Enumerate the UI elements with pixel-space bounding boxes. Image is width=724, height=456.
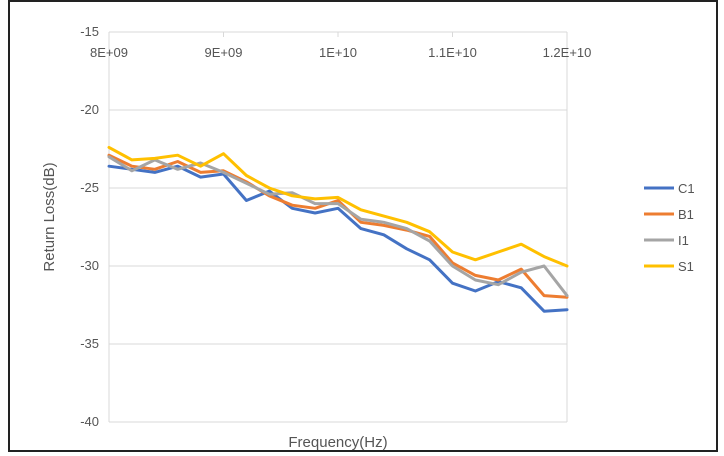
series-lines <box>107 145 569 313</box>
legend-label-s1: S1 <box>678 259 694 274</box>
legend-label-b1: B1 <box>678 207 694 222</box>
series-line-c1 <box>107 164 569 313</box>
series-line-i1 <box>107 155 569 298</box>
legend-label-c1: C1 <box>678 181 695 196</box>
y-tick-label: -15 <box>80 24 99 39</box>
y-tick-label: -35 <box>80 336 99 351</box>
legend: C1 B1 I1 S1 <box>644 181 695 274</box>
y-tick-label: -40 <box>80 414 99 429</box>
x-tick-label: 1.2E+10 <box>543 45 592 60</box>
gridlines <box>108 31 568 423</box>
return-loss-chart: -15 -20 -25 -30 -35 -40 8E+09 9E+09 1E+10 1.1E+10… <box>41 24 695 451</box>
series-line-b1 <box>107 153 569 299</box>
y-tick-label: -30 <box>80 258 99 273</box>
x-tick-label: 9E+09 <box>205 45 243 60</box>
legend-label-i1: I1 <box>678 233 689 248</box>
x-axis-title: Frequency(Hz) <box>288 434 387 451</box>
series-line-s1 <box>107 145 569 268</box>
x-tick-label: 8E+09 <box>90 45 128 60</box>
x-tick-label: 1E+10 <box>319 45 357 60</box>
y-tick-label: -20 <box>80 102 99 117</box>
y-tick-label: -25 <box>80 180 99 195</box>
y-axis-title: Return Loss(dB) <box>41 162 58 271</box>
axes: -15 -20 -25 -30 -35 -40 8E+09 9E+09 1E+10 1.1E+10… <box>80 24 591 429</box>
chart-frame: -15 -20 -25 -30 -35 -40 8E+09 9E+09 1E+10 1.1E+10… <box>8 0 718 452</box>
x-tick-label: 1.1E+10 <box>428 45 477 60</box>
